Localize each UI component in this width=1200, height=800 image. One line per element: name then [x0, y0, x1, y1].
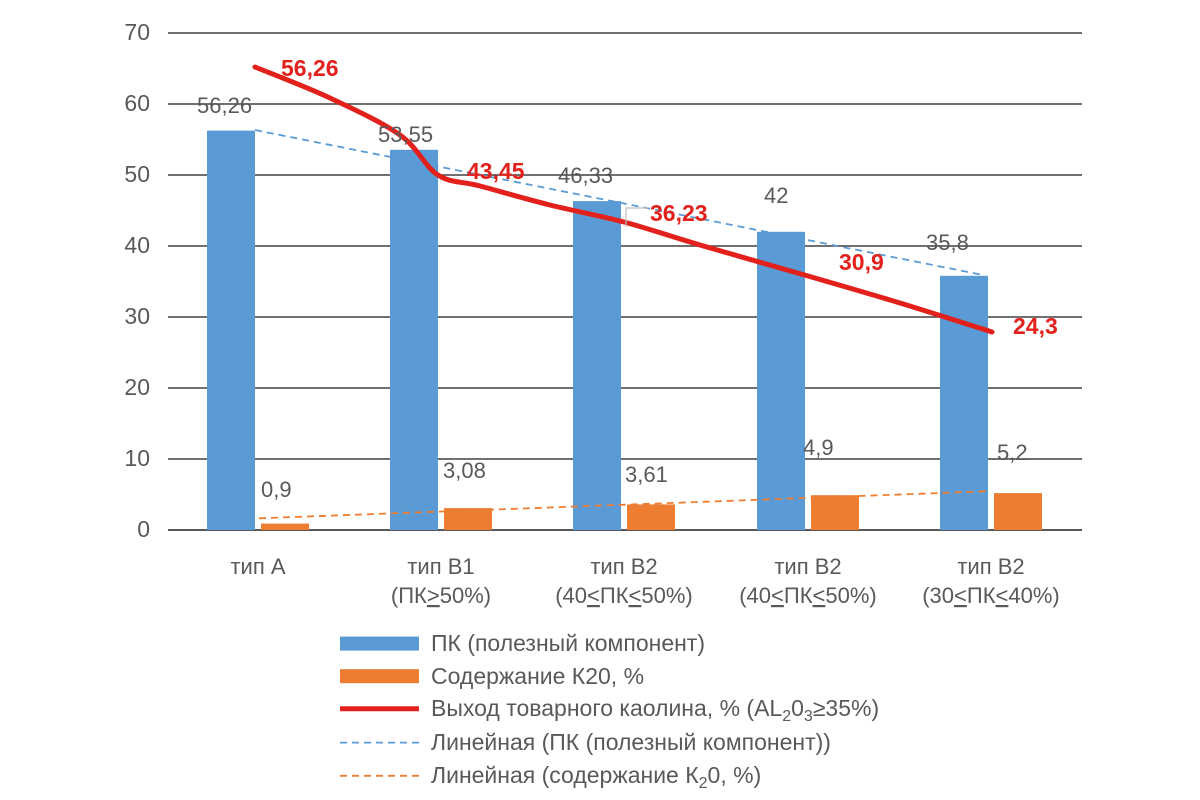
svg-text:тип B1: тип B1	[407, 554, 474, 579]
svg-text:Содержание К20, %: Содержание К20, %	[431, 663, 644, 689]
svg-text:46,33: 46,33	[558, 163, 613, 188]
svg-text:35,8: 35,8	[926, 230, 969, 255]
svg-text:(ПК>50%): (ПК>50%)	[391, 583, 491, 608]
svg-text:70: 70	[124, 19, 150, 45]
svg-text:20: 20	[124, 374, 150, 400]
svg-text:Линейная (содержание К20, %): Линейная (содержание К20, %)	[431, 762, 761, 792]
svg-text:60: 60	[124, 90, 150, 116]
svg-text:тип B2: тип B2	[957, 554, 1024, 579]
svg-text:5,2: 5,2	[997, 440, 1028, 465]
svg-text:0,9: 0,9	[261, 477, 292, 502]
svg-text:3,08: 3,08	[443, 458, 486, 483]
svg-text:Линейная (ПК (полезный компоне: Линейная (ПК (полезный компонент))	[431, 729, 831, 755]
svg-text:4,9: 4,9	[803, 435, 834, 460]
svg-text:(30<ПК<40%): (30<ПК<40%)	[922, 583, 1060, 608]
svg-text:42: 42	[764, 183, 788, 208]
svg-text:Выход товарного каолина, % (AL: Выход товарного каолина, % (AL203≥35%)	[431, 695, 879, 725]
svg-text:тип А: тип А	[230, 554, 285, 579]
svg-text:24,3: 24,3	[1013, 313, 1058, 339]
svg-text:36,23: 36,23	[650, 200, 708, 226]
svg-text:тип B2: тип B2	[590, 554, 657, 579]
svg-text:10: 10	[124, 445, 150, 471]
svg-text:30: 30	[124, 303, 150, 329]
svg-text:40: 40	[124, 232, 150, 258]
svg-text:30,9: 30,9	[839, 249, 884, 275]
svg-text:(40<ПК<50%): (40<ПК<50%)	[555, 583, 693, 608]
svg-text:43,45: 43,45	[467, 158, 525, 184]
svg-text:тип B2: тип B2	[774, 554, 841, 579]
svg-text:(40<ПК<50%): (40<ПК<50%)	[739, 583, 877, 608]
svg-text:53,55: 53,55	[378, 122, 433, 147]
svg-text:56,26: 56,26	[281, 55, 339, 81]
svg-text:0: 0	[137, 516, 150, 542]
svg-text:3,61: 3,61	[625, 462, 668, 487]
svg-text:ПК (полезный компонент): ПК (полезный компонент)	[431, 630, 705, 656]
svg-text:50: 50	[124, 161, 150, 187]
svg-text:56,26: 56,26	[197, 93, 252, 118]
